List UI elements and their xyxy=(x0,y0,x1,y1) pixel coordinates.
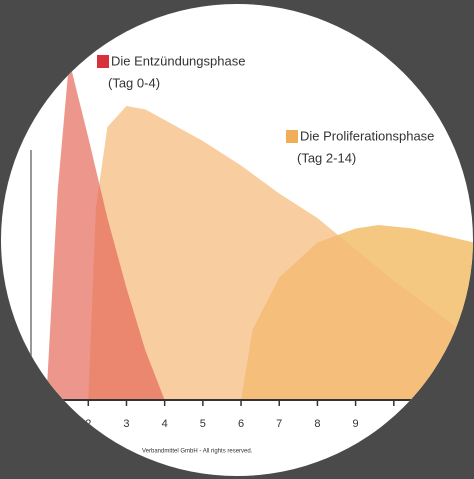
area xyxy=(46,60,165,400)
x-tick-label: 5 xyxy=(200,418,206,430)
copyright: Verbandmittel GmbH - All rights reserved… xyxy=(142,449,253,455)
legend-period: (Tag 2-14) xyxy=(297,150,356,165)
legend-period: (Tag 0-4) xyxy=(108,75,160,90)
legend-label: Die Entzündungsphase xyxy=(111,53,245,68)
legend-swatch xyxy=(286,130,298,143)
x-tick-label: 3 xyxy=(123,418,129,430)
legend-swatch xyxy=(97,55,109,68)
area xyxy=(88,106,473,400)
legend-label: Die Proliferationsphase xyxy=(300,128,434,143)
x-tick-label: 9 xyxy=(353,418,359,430)
x-tick-label: 6 xyxy=(238,418,244,430)
x-tick-label: 4 xyxy=(162,418,168,430)
x-tick-label: 7 xyxy=(276,418,282,430)
x-tick-label: 8 xyxy=(314,418,320,430)
